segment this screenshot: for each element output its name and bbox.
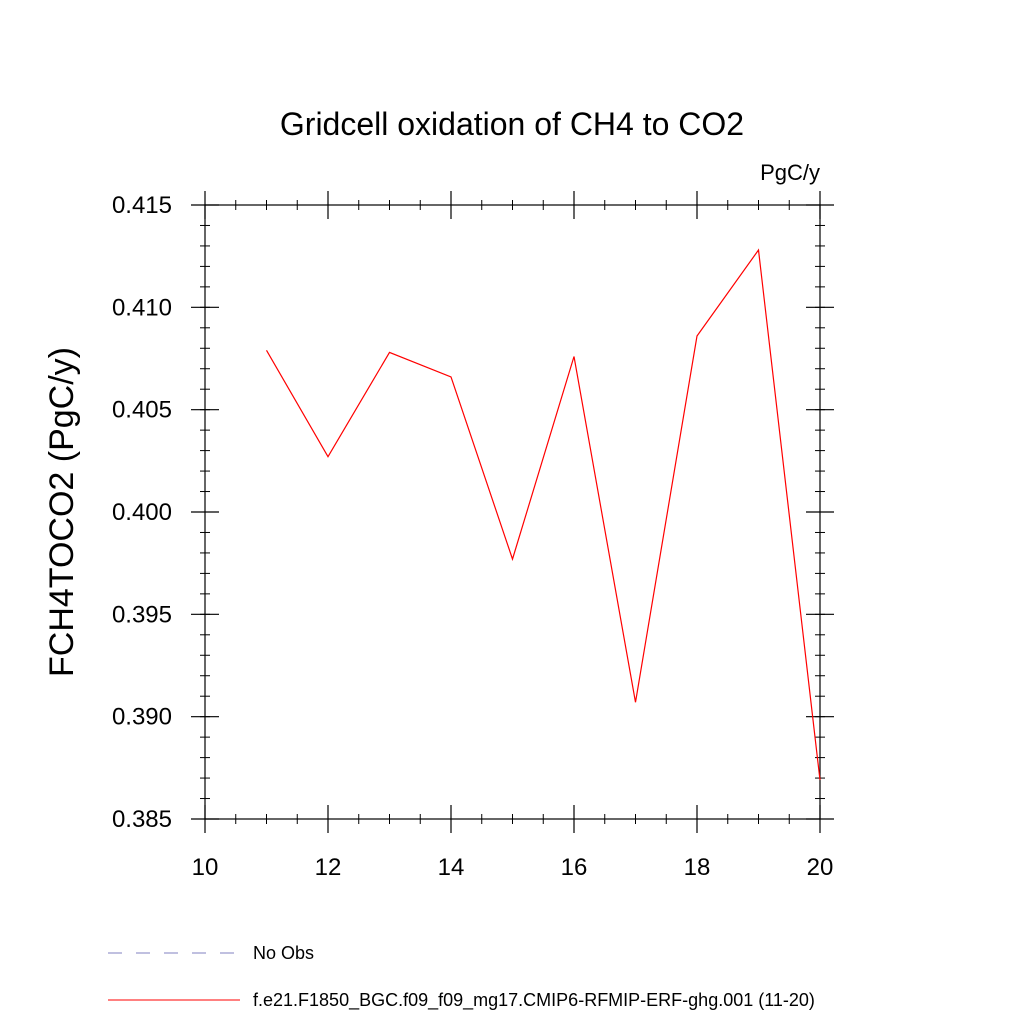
y-tick-label: 0.415: [112, 192, 172, 219]
legend: No Obs f.e21.F1850_BGC.f09_f09_mg17.CMIP…: [108, 943, 815, 1011]
y-tick-label: 0.410: [112, 294, 172, 321]
y-axis-label: FCH4TOCO2 (PgC/y): [43, 347, 81, 677]
y-tick-label: 0.395: [112, 601, 172, 628]
y-axis-ticks: 0.385 0.390 0.395 0.400 0.405 0.410 0.415: [112, 192, 834, 833]
x-tick-label: 18: [684, 854, 711, 881]
x-tick-label: 20: [807, 854, 834, 881]
legend-label-model-run: f.e21.F1850_BGC.f09_f09_mg17.CMIP6-RFMIP…: [253, 990, 815, 1011]
x-tick-label: 14: [438, 854, 465, 881]
minor-ticks: [200, 200, 825, 824]
series-group: [265, 248, 821, 781]
x-tick-label: 16: [561, 854, 588, 881]
y-tick-label: 0.385: [112, 806, 172, 833]
plot-frame: [204, 204, 821, 820]
units-label: PgC/y: [760, 160, 820, 185]
x-tick-label: 10: [192, 854, 219, 881]
x-tick-label: 12: [315, 854, 342, 881]
y-tick-label: 0.400: [112, 499, 172, 526]
y-tick-label: 0.390: [112, 704, 172, 731]
series-line: [265, 248, 821, 781]
y-tick-label: 0.405: [112, 397, 172, 424]
x-axis-ticks: 10 12 14 16 18 20: [192, 191, 834, 881]
chart-title: Gridcell oxidation of CH4 to CO2: [280, 106, 744, 142]
legend-label-no-obs: No Obs: [253, 943, 314, 963]
